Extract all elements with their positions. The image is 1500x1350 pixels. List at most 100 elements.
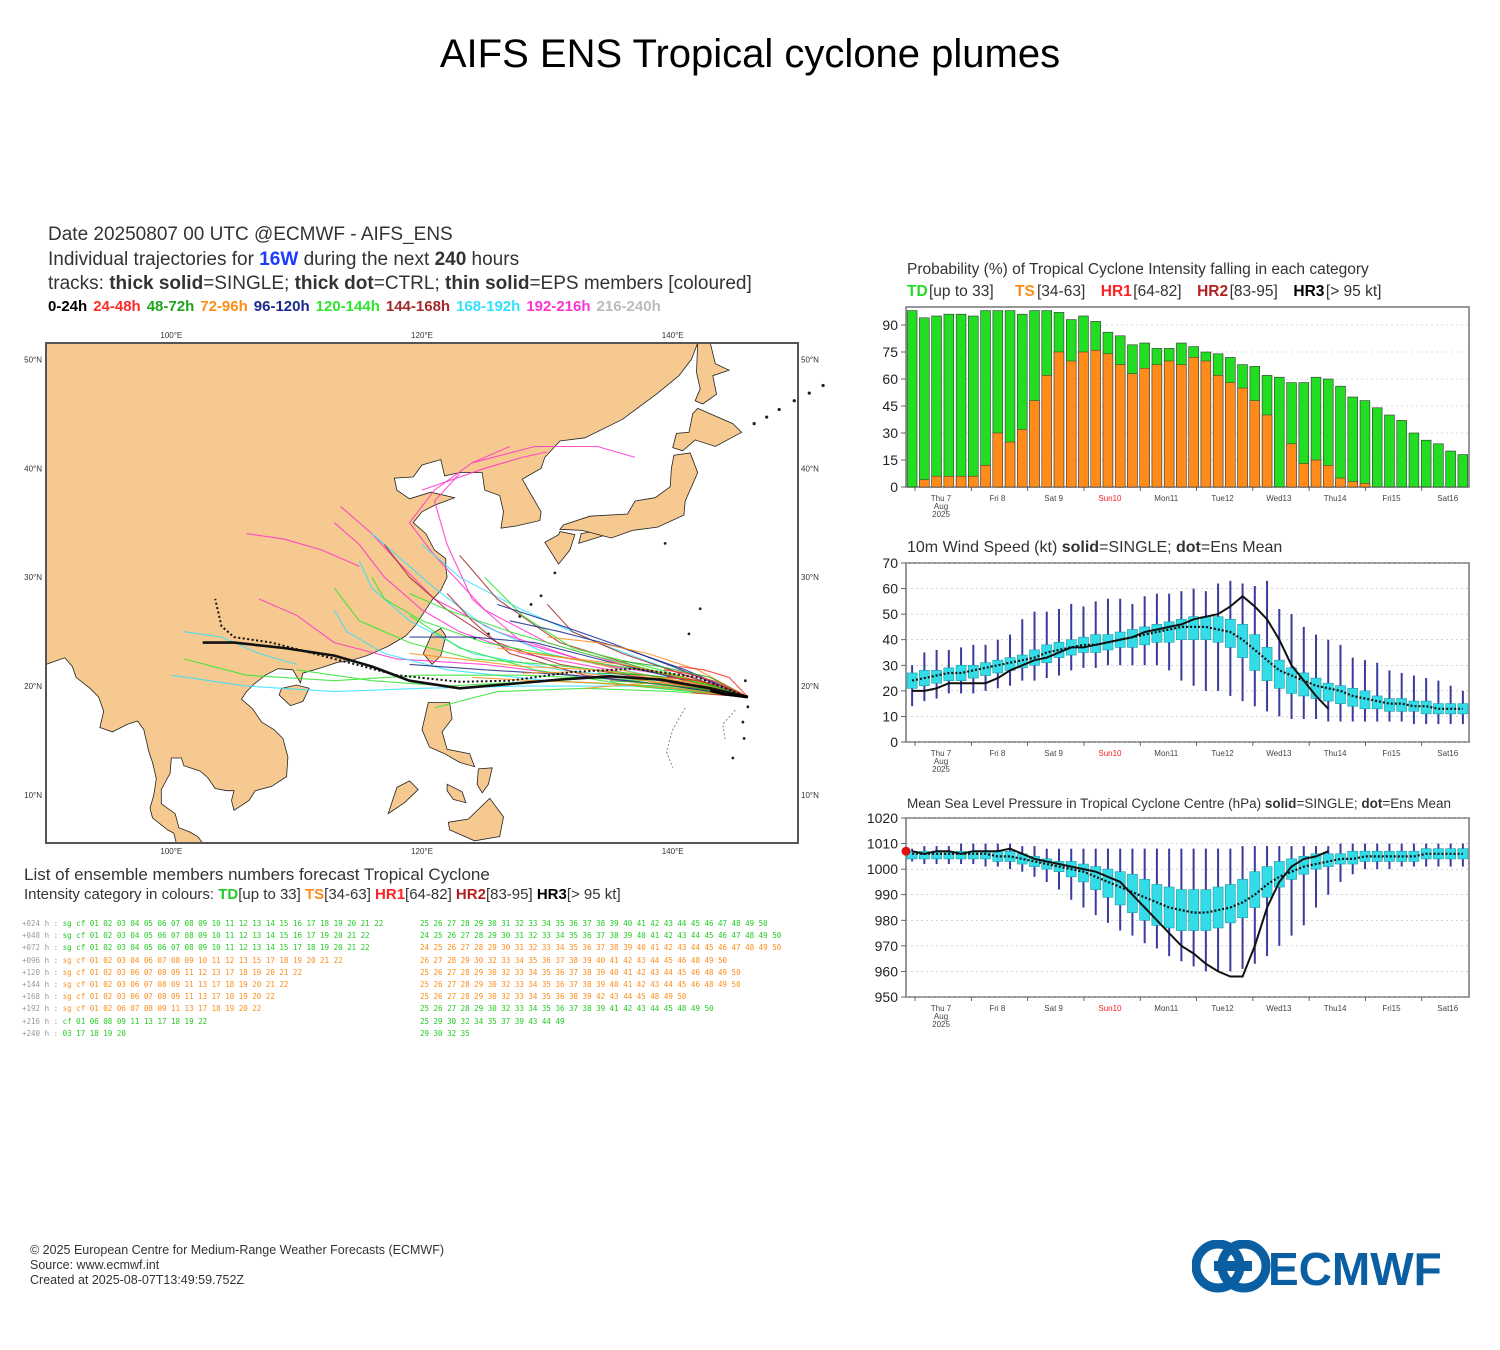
prob-bar-ts	[1127, 373, 1138, 488]
row-members-b: 24 25 26 27 28 29 30 31 32 33 34 35 36 3…	[420, 943, 782, 953]
pressure-chart-ens-mean	[912, 852, 1463, 914]
members-category-legend: Intensity category in colours: TD[up to …	[24, 886, 621, 903]
wind-chart-box	[1359, 690, 1371, 710]
island-kuril	[792, 399, 796, 403]
row-members-a: sg cf 01 02 03 06 07 08 09 11 13 17 18 1…	[58, 992, 275, 1002]
wind-chart-box	[1322, 682, 1334, 702]
prob-bar-ts	[1053, 351, 1065, 488]
row-members-a: sg cf 01 02 03 04 05 06 07 08 09 10 11 1…	[58, 931, 370, 941]
row-step: +240 h :	[22, 1028, 59, 1038]
island-small	[746, 705, 750, 709]
prob-bar-ts	[1237, 387, 1248, 488]
day-label: Tue12	[1211, 1004, 1234, 1013]
title-part: Mean Sea Level Pressure in Tropical Cycl…	[907, 796, 1265, 811]
prob-bar-td	[919, 317, 930, 488]
prob-bar-ts	[1078, 351, 1089, 488]
y-tick-label: 90	[882, 317, 898, 333]
prob-bar-ts	[1359, 483, 1371, 488]
prob-bar-ts	[919, 479, 930, 488]
wind-chart-box	[1188, 616, 1199, 641]
ensemble-track	[663, 669, 749, 698]
prob-legend-code: HR1	[1101, 283, 1132, 300]
category-code: TD	[218, 886, 239, 903]
ecmwf-logo: ECMWF	[1192, 1240, 1442, 1295]
members-row: +144 h : sg cf 01 02 03 06 07 08 09 11 1…	[22, 980, 741, 989]
lon-label-top: 140°E	[662, 331, 684, 340]
map-header-tracks: tracks: thick solid=SINGLE; thick dot=CT…	[48, 273, 752, 295]
pressure-chart-box	[1347, 850, 1359, 865]
y-tick-label: 0	[890, 734, 898, 750]
members-row: +168 h : sg cf 01 02 03 06 07 08 09 11 1…	[22, 992, 686, 1002]
track-map: 100°E 100°E 120°E 120°E 140°E 140°E 50°N 50°N 40…	[24, 331, 825, 856]
prob-bar-ts	[1102, 353, 1114, 488]
wind-chart-box	[1249, 634, 1261, 671]
time-legend-item: 96-120h	[253, 298, 310, 315]
tracks-eps-key: thin solid	[445, 273, 530, 294]
wind-chart-box	[1384, 698, 1395, 712]
land-luzon	[421, 702, 476, 768]
track-tail	[722, 709, 736, 741]
prob-bar-td	[980, 310, 991, 488]
day-label: Sun10	[1098, 749, 1122, 758]
day-label: Mon11	[1154, 749, 1178, 758]
y-tick-label: 10	[882, 708, 898, 724]
prob-bar-td	[1335, 385, 1346, 488]
category-code: HR2	[455, 886, 486, 903]
wind-chart-box	[1016, 654, 1028, 669]
island-small	[553, 571, 557, 575]
y-tick-label: 45	[882, 398, 898, 414]
day-label: 2025	[932, 1020, 950, 1029]
day-label: Tue12	[1211, 494, 1234, 503]
ensemble-track	[296, 669, 748, 698]
row-members-b: 25 29 30 32 34 35 37 39 43 44 49	[420, 1016, 565, 1026]
prob-legend-code: HR2	[1197, 283, 1228, 300]
prob-bar-td	[1457, 454, 1469, 488]
prob-bar-td	[906, 310, 918, 488]
day-label: Fri 8	[989, 749, 1006, 758]
pressure-chart-box	[1188, 889, 1199, 931]
pressure-chart-box	[1078, 863, 1089, 883]
island-kuril	[821, 383, 825, 388]
pressure-chart-box	[1090, 866, 1102, 890]
wind-chart-box	[1041, 644, 1053, 664]
y-tick-label: 20	[882, 683, 898, 699]
day-label: Wed13	[1266, 1004, 1292, 1013]
land-asia	[45, 342, 699, 844]
lat-label-right: 40°N	[801, 464, 819, 473]
ensemble-track	[547, 636, 749, 698]
day-label: Thu14	[1324, 749, 1347, 758]
day-label: Sun10	[1098, 494, 1122, 503]
members-row: +096 h : sg cf 01 02 03 04 06 07 08 09 1…	[22, 956, 727, 965]
category-code: HR3	[536, 886, 567, 903]
row-members-a: sg cf 01 02 03 04 05 06 07 08 09 10 11 1…	[58, 919, 384, 928]
y-tick-label: 950	[875, 989, 899, 1005]
row-members-b: 29 30 32 35	[420, 1028, 470, 1038]
day-label: Wed13	[1266, 494, 1292, 503]
day-label: Sat 9	[1044, 494, 1063, 503]
pressure-chart-box	[1249, 871, 1261, 908]
lat-label-right: 10°N	[801, 791, 819, 800]
row-members-b: 25 26 27 28 29 30 32 33 34 35 36 37 38 3…	[420, 980, 741, 989]
prob-legend-code: TS	[1015, 283, 1035, 300]
y-tick-label: 70	[882, 555, 898, 571]
map-header-date: Date 20250807 00 UTC @ECMWF - AIFS_ENS	[48, 224, 453, 245]
day-label: Sun10	[1098, 1004, 1122, 1013]
lon-label-bottom: 140°E	[662, 847, 684, 856]
prob-bar-td	[1396, 420, 1407, 488]
time-legend-item: 0-24h	[48, 298, 88, 315]
footer: © 2025 European Centre for Medium-Range …	[30, 1243, 444, 1288]
prob-bar-td	[1359, 400, 1371, 488]
row-members-b: 26 27 28 29 30 32 33 34 35 36 37 38 39 4…	[420, 955, 728, 965]
tracks-ctrl-val: =CTRL;	[373, 273, 440, 294]
y-tick-label: 40	[882, 632, 898, 648]
prob-bar-ts	[1249, 400, 1260, 488]
title-part: dot	[1361, 796, 1382, 811]
ecmwf-logo-text: ECMWF	[1268, 1243, 1442, 1295]
ensemble-track	[622, 660, 749, 698]
prob-bar-ts	[1176, 364, 1187, 488]
prob-bar-ts	[1200, 360, 1212, 488]
members-row: +048 h : sg cf 01 02 03 04 05 06 07 08 0…	[22, 931, 781, 941]
map-frame	[45, 342, 799, 844]
prob-bar-ts	[968, 475, 979, 488]
prob-bar-td	[968, 315, 979, 488]
